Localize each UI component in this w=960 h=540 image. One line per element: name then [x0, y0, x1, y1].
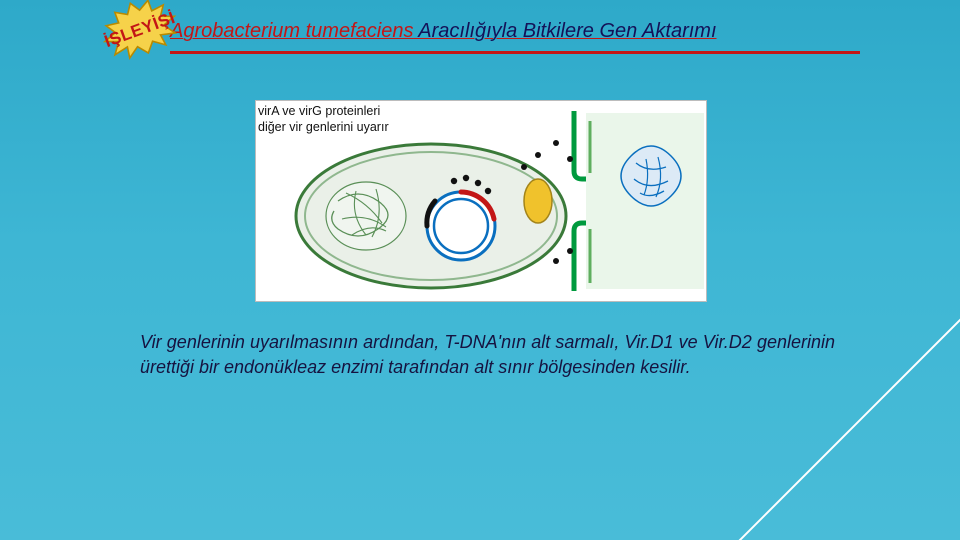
plant-cell [574, 111, 704, 291]
ti-plasmid [427, 192, 495, 260]
title-rest: Aracılığıyla Bitkilere Gen Aktarımı [413, 20, 716, 42]
slide-title: Agrobacterium tumefaciens Aracılığıyla B… [170, 20, 870, 43]
title-italic-species: Agrobacterium tumefaciens [170, 20, 413, 42]
stamp-badge: İŞLEYİŞİ [92, 0, 188, 72]
figure-caption: virA ve virG proteinleri diğer vir genle… [258, 104, 398, 135]
body-paragraph: Vir genlerinin uyarılmasının ardından, T… [140, 330, 835, 380]
stamp-text: İŞLEYİŞİ [92, 0, 188, 72]
title-underline-rule [170, 51, 860, 54]
bacterial-chromosome [326, 182, 406, 250]
vir-protein-complex [524, 179, 552, 223]
slide: İŞLEYİŞİ Agrobacterium tumefaciens Aracı… [0, 0, 960, 540]
title-block: Agrobacterium tumefaciens Aracılığıyla B… [170, 20, 870, 54]
